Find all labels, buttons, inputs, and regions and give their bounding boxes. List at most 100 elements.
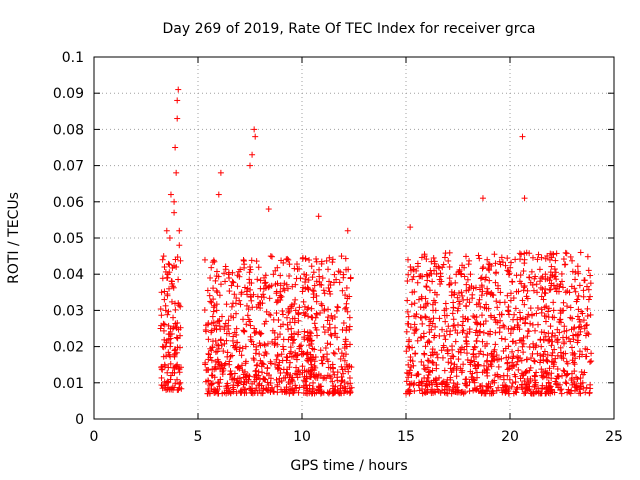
data-points	[157, 86, 595, 397]
data-point	[293, 352, 300, 359]
data-point	[269, 338, 276, 345]
data-point	[255, 372, 262, 379]
data-point	[327, 282, 334, 289]
data-point	[467, 368, 474, 375]
data-point	[543, 356, 550, 363]
data-point	[340, 271, 347, 278]
data-point	[546, 256, 553, 263]
data-point	[293, 261, 300, 268]
data-point	[215, 191, 222, 198]
data-point	[541, 348, 548, 355]
data-point	[449, 353, 456, 360]
data-point	[535, 385, 542, 392]
data-point	[429, 320, 436, 327]
data-point	[238, 389, 245, 396]
data-point	[481, 304, 488, 311]
data-point	[223, 330, 230, 337]
data-point	[342, 305, 349, 312]
data-point	[571, 368, 578, 375]
data-point	[157, 325, 164, 332]
data-point	[300, 382, 307, 389]
data-point	[488, 390, 495, 397]
data-point	[330, 368, 337, 375]
data-point	[209, 313, 216, 320]
data-point	[213, 287, 220, 294]
data-point	[546, 365, 553, 372]
data-point	[547, 269, 554, 276]
data-point	[323, 257, 330, 264]
data-point	[296, 343, 303, 350]
data-point	[486, 277, 493, 284]
data-point	[454, 307, 461, 314]
data-point	[233, 310, 240, 317]
data-point	[321, 329, 328, 336]
data-point	[238, 378, 245, 385]
data-point	[286, 359, 293, 366]
y-tick-label: 0.06	[53, 195, 84, 211]
data-point	[234, 283, 241, 290]
data-point	[567, 253, 574, 260]
data-point	[451, 361, 458, 368]
data-point	[326, 278, 333, 285]
data-point	[234, 364, 241, 371]
data-point	[405, 271, 412, 278]
data-point	[500, 322, 507, 329]
data-point	[237, 266, 244, 273]
data-point	[587, 293, 594, 300]
data-point	[418, 293, 425, 300]
data-point	[295, 331, 302, 338]
data-point	[553, 250, 560, 257]
data-point	[167, 372, 174, 379]
data-point	[251, 356, 258, 363]
data-point	[425, 358, 432, 365]
data-point	[529, 254, 536, 261]
data-point	[580, 293, 587, 300]
data-point	[538, 275, 545, 282]
data-point	[525, 311, 532, 318]
data-point	[533, 369, 540, 376]
x-tick-label: 15	[397, 429, 415, 445]
data-point	[338, 253, 345, 260]
data-point	[327, 341, 334, 348]
data-point	[265, 340, 272, 347]
data-point	[260, 285, 267, 292]
data-point	[304, 306, 311, 313]
data-point	[274, 351, 281, 358]
data-point	[280, 366, 287, 373]
data-point	[276, 365, 283, 372]
data-point	[301, 334, 308, 341]
data-point	[277, 370, 284, 377]
data-point	[311, 373, 318, 380]
data-point	[574, 313, 581, 320]
data-point	[306, 382, 313, 389]
data-point	[320, 287, 327, 294]
data-point	[279, 307, 286, 314]
data-point	[474, 320, 481, 327]
data-point	[165, 364, 172, 371]
data-point	[421, 253, 428, 260]
data-point	[560, 340, 567, 347]
data-point	[473, 385, 480, 392]
data-point	[164, 378, 171, 385]
data-point	[455, 298, 462, 305]
data-point	[521, 301, 528, 308]
y-tick-label: 0.01	[53, 376, 84, 392]
data-point	[585, 331, 592, 338]
data-point	[521, 282, 528, 289]
data-point	[466, 388, 473, 395]
data-point	[299, 255, 306, 262]
data-point	[429, 301, 436, 308]
y-tick-label: 0.02	[53, 340, 84, 356]
data-point	[240, 256, 247, 263]
data-point	[576, 348, 583, 355]
data-point	[562, 379, 569, 386]
data-point	[422, 343, 429, 350]
data-point	[587, 280, 594, 287]
data-point	[480, 351, 487, 358]
data-point	[301, 373, 308, 380]
data-point	[426, 322, 433, 329]
data-point	[174, 115, 181, 122]
data-point	[298, 350, 305, 357]
data-point	[485, 330, 492, 337]
data-point	[211, 366, 218, 373]
